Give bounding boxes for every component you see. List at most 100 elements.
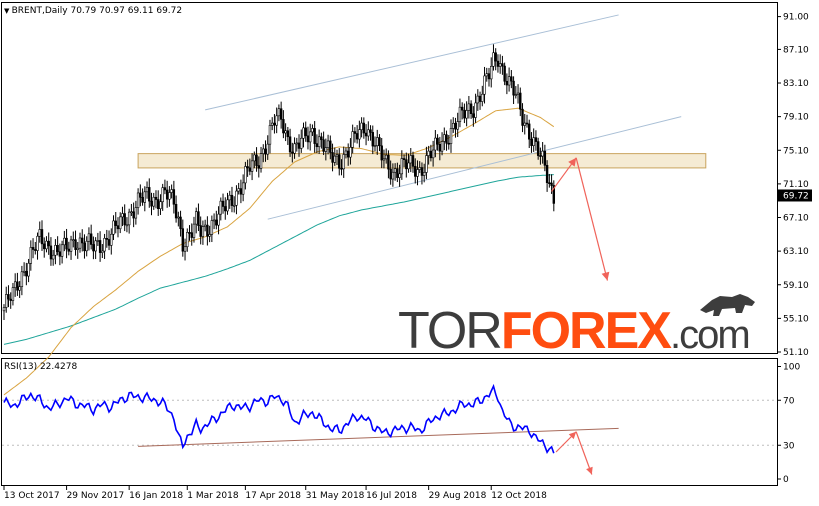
candle [121,206,124,227]
candle [474,93,477,123]
candle [43,237,46,258]
candle [145,181,149,199]
candle [174,195,178,223]
last-price-label: 69.72 [783,191,809,201]
candle [443,127,446,151]
candle [331,143,334,172]
candle [525,114,529,128]
candle [239,179,243,204]
candle [170,184,173,199]
candle [277,104,281,122]
candle [237,182,240,195]
date-tick-label: 29 Nov 2017 [67,491,125,501]
candle [335,149,339,166]
candle [268,119,272,154]
candle [235,185,238,215]
candle [212,213,216,230]
candle [532,128,535,152]
candle [186,228,189,252]
candle [257,156,260,178]
candle [76,242,79,259]
candle [25,262,28,286]
candle [119,212,122,234]
candle [49,237,53,266]
candle [436,134,439,151]
symbol-label: BRENT,Daily [12,6,69,16]
candle [203,219,207,232]
candle [94,237,97,260]
candle [168,186,171,207]
forecast-arrowhead [568,157,577,167]
candle [429,144,433,162]
candle [389,160,392,185]
candle [420,162,424,185]
candle [501,55,504,75]
candle [27,258,30,283]
channel-lower-line [267,116,682,220]
candle [405,152,408,178]
candle [54,239,57,265]
price-tick-label: 55.10 [783,314,809,324]
candle [425,146,428,180]
candle [20,265,24,296]
candle [148,178,151,208]
candle [371,125,374,155]
candle [248,158,252,176]
bull-icon [700,294,755,316]
rsi-tick-label: 30 [783,441,795,451]
candle [523,114,526,135]
candle [163,179,167,195]
candle [384,148,388,164]
candle [103,233,106,259]
candle [514,86,518,99]
candle [208,225,211,243]
price-tick-label: 67.10 [783,214,809,224]
candle [472,106,475,127]
candle [422,163,426,183]
candle [183,238,187,261]
candle [7,285,10,308]
last-price-box [778,189,812,202]
candle [378,134,381,152]
candle [188,225,191,241]
price-layer: 91.00 87.10 83.10 79.10 75.10 71.10 67.10 63.10… [2,13,812,501]
candle [16,272,19,296]
candle [458,98,462,128]
candle [36,232,39,260]
candle [139,184,142,207]
candle [29,240,33,271]
rsi-header: RSI(13) 22.4278 [4,362,77,372]
candle [349,138,352,165]
candle [333,147,336,166]
candle [369,125,372,141]
candle [452,117,455,133]
candle [297,134,301,157]
candle [154,190,158,209]
ohlc-label: 70.79 70.97 69.11 69.72 [70,6,182,16]
date-tick-label: 1 Mar 2018 [187,491,239,501]
candle [536,137,540,160]
torforex-logo: TORFOREX.com [398,294,755,360]
candle [519,87,522,117]
candle [409,148,412,173]
candle [492,44,495,71]
candle [530,132,533,153]
candle [411,151,415,173]
candle [110,228,113,255]
candle [85,236,88,257]
candle [302,122,305,148]
candle [63,230,66,252]
candle [418,161,421,174]
candle [89,224,93,250]
candle [315,134,319,154]
candle [270,117,274,131]
candle [83,234,86,259]
candle [498,54,502,74]
candle [116,217,120,238]
candle [503,62,506,86]
candle [373,136,377,152]
candle [279,101,283,129]
candle [152,192,155,210]
candle [338,148,341,176]
candle [304,121,307,142]
